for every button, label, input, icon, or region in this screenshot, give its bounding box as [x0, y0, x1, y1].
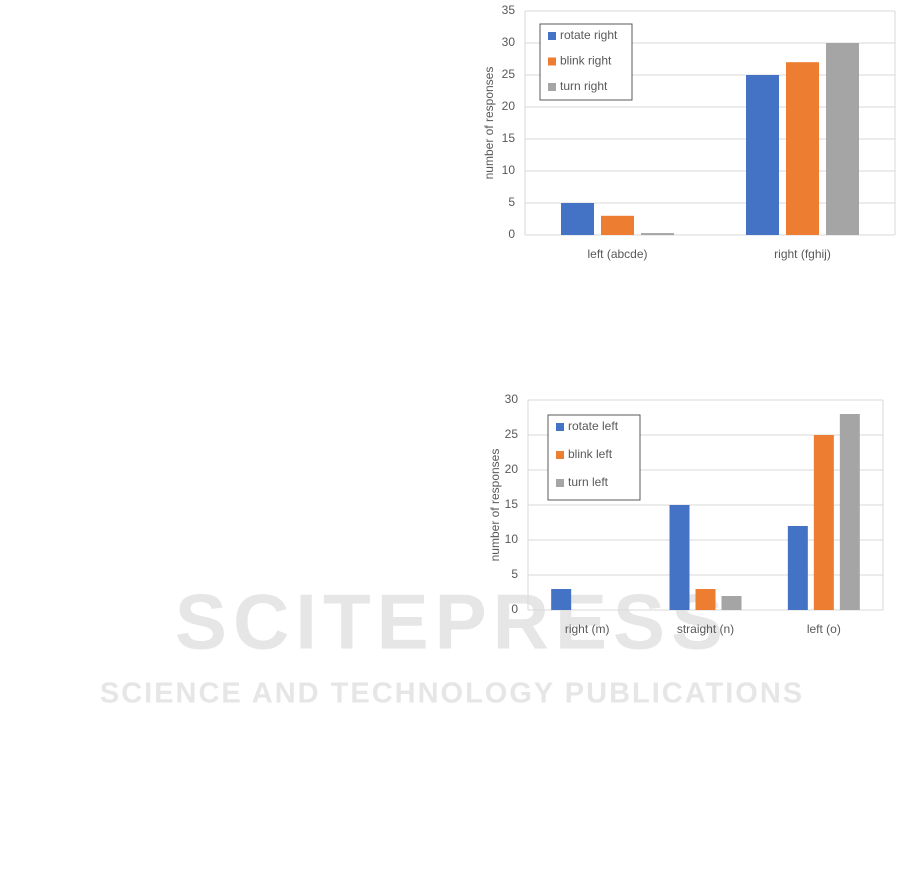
bar — [601, 215, 634, 235]
bar — [561, 203, 594, 235]
legend-swatch — [548, 83, 556, 91]
y-tick-label: 5 — [508, 195, 515, 209]
x-tick-label: left (abcde) — [587, 247, 647, 261]
chart: 0 5 10 15 20 25 30 35 number of responses left (a… — [482, 3, 896, 261]
bar — [721, 596, 742, 610]
y-tick-label: 25 — [502, 67, 516, 81]
bar — [839, 414, 860, 610]
y-tick-label: 35 — [502, 3, 516, 17]
legend-label: turn left — [568, 475, 609, 489]
legend-label: rotate left — [568, 419, 619, 433]
y-tick-label: 0 — [511, 602, 518, 616]
x-tick-label: right (fghij) — [774, 247, 831, 261]
x-tick-label: left (o) — [807, 622, 841, 636]
y-axis-label: number of responses — [488, 449, 502, 562]
legend-swatch — [548, 57, 556, 66]
y-tick-label: 15 — [502, 131, 516, 145]
legend-label: blink left — [568, 447, 613, 461]
y-tick-label: 20 — [502, 99, 516, 113]
x-tick-label: straight (n) — [677, 622, 734, 636]
y-tick-label: 15 — [505, 497, 519, 511]
bar — [669, 505, 690, 610]
bar — [826, 43, 859, 235]
legend-label: turn right — [560, 79, 608, 93]
bar — [695, 589, 716, 610]
legend-label: rotate right — [560, 28, 618, 42]
bar — [551, 589, 572, 610]
legend-swatch — [548, 32, 556, 40]
legend-label: blink right — [560, 54, 612, 68]
y-tick-label: 0 — [508, 227, 515, 241]
bar — [641, 233, 674, 235]
bar — [813, 435, 834, 610]
legend-swatch — [556, 451, 564, 459]
bar — [746, 75, 779, 235]
y-tick-label: 30 — [502, 35, 516, 49]
x-tick-label: right (m) — [565, 622, 610, 636]
legend-swatch — [556, 423, 564, 431]
y-tick-label: 25 — [505, 427, 519, 441]
bar — [787, 526, 808, 610]
watermark-subtitle: SCIENCE AND TECHNOLOGY PUBLICATIONS — [100, 678, 804, 710]
chart: 0 5 10 15 20 25 30 number of responses right (m)… — [488, 392, 884, 636]
y-tick-label: 10 — [505, 532, 519, 546]
y-axis-label: number of responses — [482, 67, 496, 180]
y-tick-label: 10 — [502, 163, 516, 177]
bar — [786, 62, 819, 236]
watermark-title: SCITEPRESS — [175, 578, 729, 666]
y-tick-label: 20 — [505, 462, 519, 476]
legend-swatch — [556, 479, 564, 487]
y-tick-label: 5 — [511, 567, 518, 581]
y-tick-label: 30 — [505, 392, 519, 406]
